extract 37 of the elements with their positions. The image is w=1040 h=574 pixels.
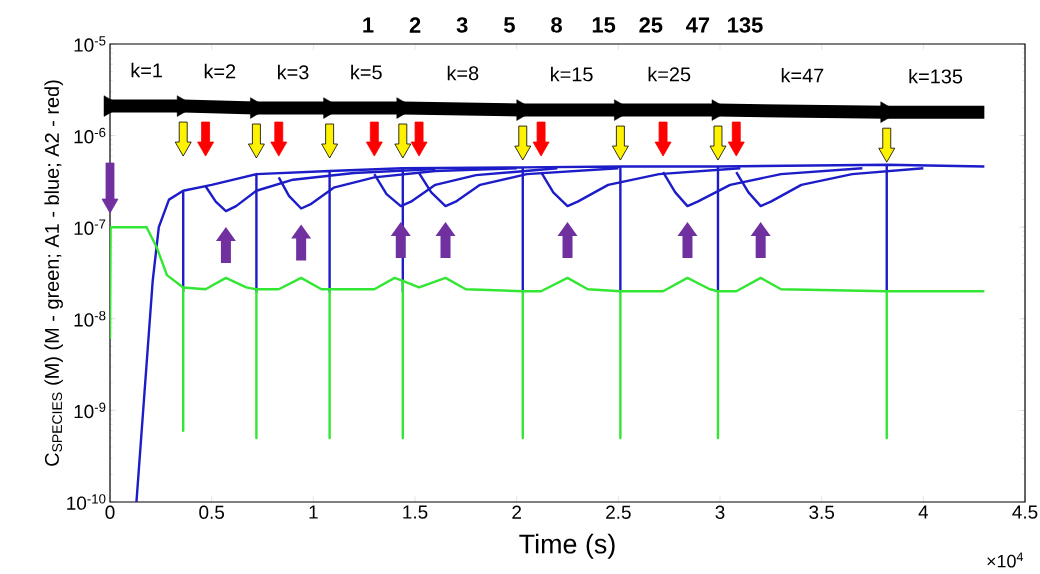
x-tick-label: 0 [105, 505, 115, 519]
y-tick-label: 10$^{-7}$ [74, 219, 106, 235]
text: 25 [639, 17, 663, 33]
text: 5 [503, 17, 515, 33]
annotation: k=3 [278, 64, 309, 80]
annotation: k=2 [204, 63, 236, 79]
annotation: k=25 [648, 66, 691, 82]
y-tick-label: 10$^{-8}$ [74, 310, 106, 327]
y-axis-title: C$_{SPECIES}$ (M) (M - green; A1 - blue; A2 - red) [44, 80, 63, 466]
text: 8 [551, 17, 562, 33]
y-tick-label: 10$^{-10}$ [67, 494, 106, 510]
x-tick-label: 4.5 [1012, 505, 1038, 519]
text: ×10$^{4}$ [987, 552, 1024, 568]
annotation: k=15 [551, 66, 593, 82]
y-tick-label: 10$^{-5}$ [74, 36, 106, 52]
x-tick-label: 1 [309, 505, 318, 519]
annotation: k=47 [781, 67, 824, 83]
x-tick-label: 1.5 [403, 505, 428, 519]
x-tick-label: 3 [715, 505, 725, 519]
annotation: k=1 [131, 62, 162, 78]
text: 2 [409, 17, 421, 33]
x-axis-title: Time (s) [519, 533, 615, 559]
y-tick-label: 10$^{-6}$ [74, 127, 106, 144]
text: 15 [592, 17, 616, 33]
text: 1 [363, 17, 374, 33]
y-tick-label: 10$^{-9}$ [74, 402, 106, 419]
x-tick-label: 2 [512, 505, 521, 519]
text: 3 [456, 17, 468, 33]
annotation: k=135 [909, 68, 963, 84]
x-tick-label: 2.5 [606, 505, 631, 519]
annotation: k=8 [447, 65, 479, 81]
text: 135 [728, 17, 763, 33]
annotation: k=5 [351, 64, 382, 80]
x-tick-label: 0.5 [199, 505, 225, 519]
x-tick-label: 3.5 [809, 505, 835, 519]
text: 47 [686, 17, 710, 33]
x-tick-label: 4 [918, 505, 929, 519]
